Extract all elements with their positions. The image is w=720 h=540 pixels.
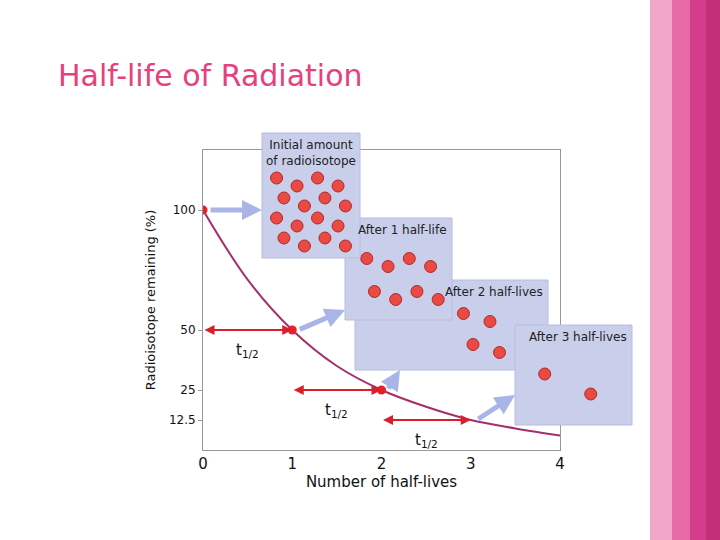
svg-text:t​1/2​: t​1/2​	[415, 431, 438, 450]
svg-text:4: 4	[555, 455, 565, 473]
svg-text:After 2 half-lives: After 2 half-lives	[445, 285, 543, 299]
svg-text:Radioisotope remaining (%): Radioisotope remaining (%)	[143, 210, 158, 391]
svg-text:1: 1	[287, 455, 297, 473]
svg-text:t​1/2​: t​1/2​	[325, 401, 348, 420]
svg-text:12.5: 12.5	[169, 413, 196, 427]
svg-text:Initial amountof radioisotope: Initial amountof radioisotope	[266, 138, 356, 168]
svg-text:100: 100	[173, 203, 196, 217]
svg-text:After 1 half-life: After 1 half-life	[358, 223, 447, 237]
svg-text:50: 50	[180, 323, 195, 337]
svg-text:Number of half-lives: Number of half-lives	[306, 473, 457, 491]
svg-text:25: 25	[180, 383, 195, 397]
svg-text:3: 3	[466, 455, 476, 473]
svg-text:After 3 half-lives: After 3 half-lives	[529, 330, 627, 344]
svg-text:2: 2	[377, 455, 387, 473]
svg-text:t​1/2​: t​1/2​	[236, 341, 259, 360]
svg-text:0: 0	[198, 455, 208, 473]
svg-text:Half-life of Radiation: Half-life of Radiation	[58, 58, 363, 93]
